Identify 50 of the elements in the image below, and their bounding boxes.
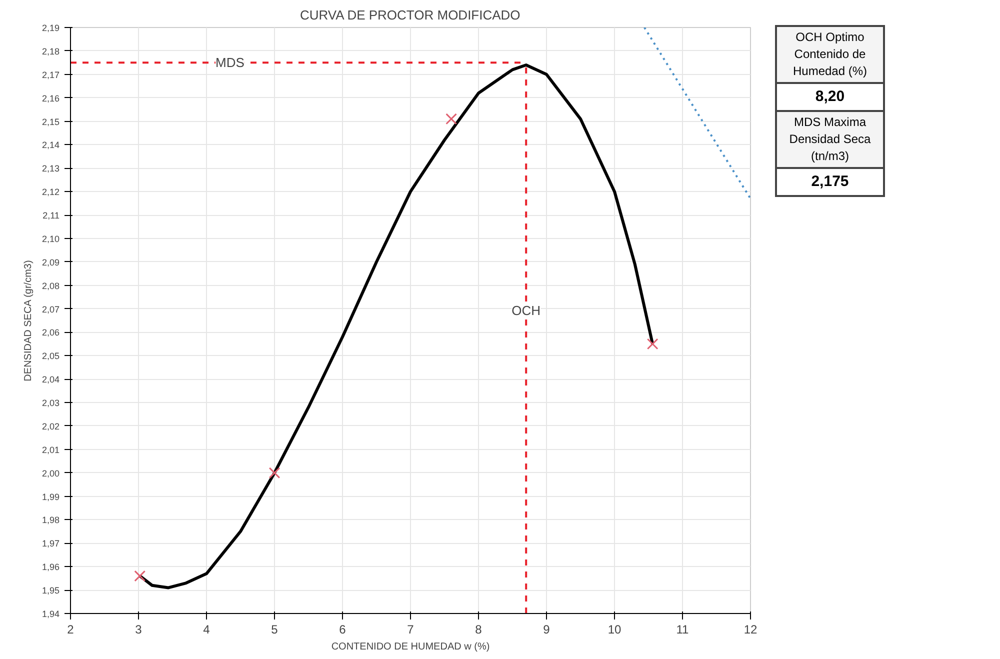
y-tick-label: 1,97 bbox=[42, 538, 60, 549]
ref-line-label: OCH bbox=[512, 303, 541, 318]
x-tick-label: 6 bbox=[339, 622, 346, 636]
y-tick-label: 2,17 bbox=[42, 70, 60, 80]
x-tick-label: 8 bbox=[475, 622, 482, 636]
y-tick-label: 1,95 bbox=[42, 586, 60, 596]
y-tick-label: 2,15 bbox=[42, 116, 60, 127]
x-tick-label: 4 bbox=[203, 622, 210, 636]
point bbox=[134, 570, 146, 582]
y-tick-label: 2,07 bbox=[42, 304, 60, 314]
y-tick-label: 2,06 bbox=[42, 328, 60, 338]
y-tick-label: 1,94 bbox=[42, 609, 60, 619]
y-tick-label: 2,12 bbox=[42, 187, 60, 198]
y-tick-label: 2,11 bbox=[42, 210, 60, 221]
x-tick-label: 3 bbox=[135, 622, 142, 636]
x-tick-label: 10 bbox=[608, 622, 622, 636]
y-tick-label: 2,00 bbox=[42, 468, 60, 478]
point bbox=[446, 113, 457, 125]
y-tick-label: 1,96 bbox=[42, 562, 60, 572]
x-tick-label: 7 bbox=[407, 622, 414, 636]
x-tick-label: 5 bbox=[271, 622, 278, 636]
x-axis-title: CONTENIDO DE HUMEDAD w (%) bbox=[331, 642, 490, 652]
y-tick-label: 2,08 bbox=[42, 280, 60, 291]
y-tick-label: 2,05 bbox=[42, 351, 60, 362]
y-tick-label: 2,02 bbox=[42, 421, 60, 432]
point bbox=[646, 338, 658, 350]
text: MDS Maxima Densidad Seca (tn/m3) bbox=[776, 110, 884, 168]
y-tick-label: 2,16 bbox=[42, 93, 60, 104]
y-tick-label: 2,18 bbox=[42, 46, 60, 56]
text: 8,20 bbox=[776, 83, 884, 111]
y-tick-label: 2,10 bbox=[42, 234, 60, 244]
y-tick-label: 2,14 bbox=[42, 140, 60, 150]
y-tick-label: 1,99 bbox=[42, 492, 60, 502]
y-tick-label: 2,13 bbox=[42, 164, 60, 174]
y-tick-label: 2,09 bbox=[42, 257, 60, 268]
ref-line-label: MDS bbox=[216, 55, 245, 70]
chart-title: CURVA DE PROCTOR MODIFICADO bbox=[300, 8, 520, 22]
y-tick-label: 2,01 bbox=[42, 444, 60, 455]
point bbox=[268, 467, 280, 479]
x-tick-label: 9 bbox=[543, 622, 550, 636]
y-tick-label: 2,19 bbox=[42, 23, 60, 33]
y-tick-label: 2,03 bbox=[42, 398, 60, 408]
x-tick-label: 11 bbox=[676, 622, 690, 636]
text: OCH Optimo Contenido de Humedad (%) bbox=[776, 26, 884, 84]
y-tick-label: 1,98 bbox=[42, 515, 60, 526]
y-tick-label: 2,04 bbox=[42, 374, 60, 385]
x-tick-label: 2 bbox=[67, 622, 74, 636]
text: 2,175 bbox=[776, 168, 884, 196]
y-axis-title: DENSIDAD SECA (gr/cm3) bbox=[22, 260, 34, 382]
x-tick-label: 12 bbox=[744, 622, 758, 636]
